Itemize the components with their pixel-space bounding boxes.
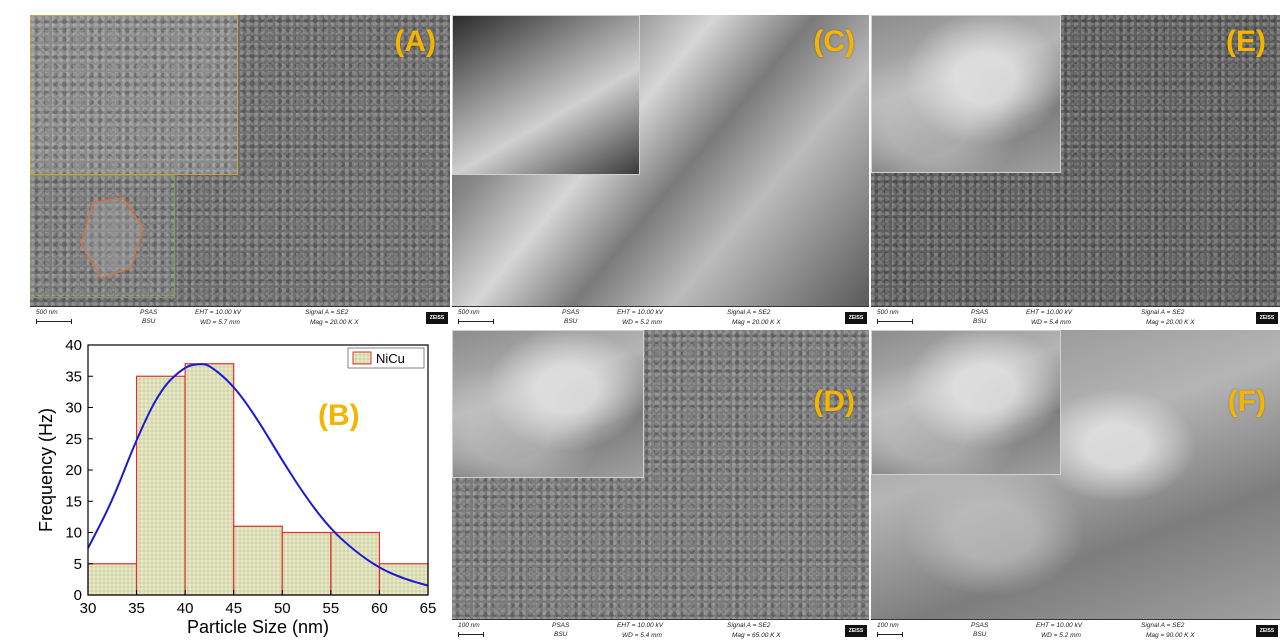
histogram-bar	[87, 563, 138, 596]
x-tick-label: 40	[177, 600, 194, 617]
sem-panel-f: (F) 100 nm PSAS BSU EHT = 10.00 kV WD = …	[871, 330, 1280, 641]
y-axis-label: Frequency (Hz)	[36, 408, 56, 532]
panel-letter-c: (C)	[813, 25, 855, 58]
y-tick-label: 35	[65, 368, 82, 385]
scale-bar	[458, 632, 484, 637]
wd-label: WD = 5.2 mm	[622, 319, 662, 326]
x-tick-label: 55	[323, 600, 340, 617]
signal-label: Signal A = SE2	[727, 309, 771, 316]
scale-label: 500 nm	[36, 309, 58, 316]
y-tick-label: 15	[65, 493, 82, 510]
signal-label: Signal A = SE2	[305, 309, 349, 316]
mag-label: Mag = 90.00 K X	[1146, 632, 1195, 639]
inset-c	[452, 15, 640, 175]
zeiss-logo-icon: ZEISS	[845, 625, 867, 637]
scale-bar	[877, 632, 903, 637]
zeiss-logo-icon: ZEISS	[426, 312, 448, 324]
legend-label: NiCu	[376, 351, 405, 366]
histogram-bar	[184, 363, 235, 596]
zeiss-logo-icon: ZEISS	[1256, 625, 1278, 637]
sem-panel-d: (D) 100 nm PSAS BSU EHT = 10.00 kV WD = …	[452, 330, 869, 641]
signal-label: Signal A = SE2	[1141, 622, 1185, 629]
org1-label: PSAS	[971, 622, 989, 629]
org1-label: PSAS	[971, 309, 989, 316]
y-tick-label: 40	[65, 337, 82, 354]
y-tick-label: 20	[65, 462, 82, 479]
x-tick-label: 65	[420, 600, 437, 617]
x-tick-label: 30	[80, 600, 97, 617]
scale-bar	[36, 319, 72, 324]
signal-label: Signal A = SE2	[1141, 309, 1185, 316]
org1-label: PSAS	[140, 309, 158, 316]
mag-label: Mag = 20.00 K X	[732, 319, 781, 326]
inset-f	[871, 330, 1061, 475]
inset-a-top	[30, 15, 238, 175]
wd-label: WD = 5.4 mm	[1031, 319, 1071, 326]
x-tick-label: 35	[128, 600, 145, 617]
histogram-bar	[378, 563, 429, 596]
org2-label: BSU	[564, 318, 578, 325]
wd-label: WD = 5.2 mm	[1041, 632, 1081, 639]
legend-swatch	[352, 351, 372, 365]
histogram-bar	[330, 531, 381, 596]
zeiss-logo-icon: ZEISS	[845, 312, 867, 324]
x-tick-label: 45	[225, 600, 242, 617]
x-axis-label: Particle Size (nm)	[187, 617, 329, 637]
scale-label: 100 nm	[877, 622, 899, 629]
inset-a-hexagon	[30, 175, 175, 298]
mag-label: Mag = 20.00 K X	[310, 319, 359, 326]
sem-panel-e: (E) 500 nm PSAS BSU EHT = 10.00 kV WD = …	[871, 15, 1280, 328]
org2-label: BSU	[142, 318, 156, 325]
org2-label: BSU	[973, 318, 987, 325]
hexagon-outline-icon	[80, 197, 144, 279]
y-tick-label: 5	[74, 556, 82, 573]
scale-bar	[458, 319, 494, 324]
sem-databar-a: 500 nm PSAS BSU EHT = 10.00 kV WD = 5.7 …	[30, 306, 450, 328]
inset-d	[452, 330, 644, 478]
org2-label: BSU	[554, 631, 568, 638]
signal-label: Signal A = SE2	[727, 622, 771, 629]
mag-label: Mag = 65.00 K X	[732, 632, 781, 639]
org1-label: PSAS	[552, 622, 570, 629]
y-tick-label: 10	[65, 525, 82, 542]
panel-letter-b: (B)	[318, 399, 360, 432]
sem-databar-d: 100 nm PSAS BSU EHT = 10.00 kV WD = 5.4 …	[452, 619, 869, 641]
y-tick-label: 30	[65, 400, 82, 417]
panel-letter-d: (D)	[813, 385, 855, 418]
eht-label: EHT = 10.00 kV	[1036, 622, 1083, 629]
scale-label: 500 nm	[458, 309, 480, 316]
panel-letter-e: (E)	[1226, 25, 1266, 58]
histogram-bar	[233, 525, 283, 596]
eht-label: EHT = 10.00 kV	[1026, 309, 1073, 316]
sem-databar-e: 500 nm PSAS BSU EHT = 10.00 kV WD = 5.4 …	[871, 306, 1280, 328]
x-tick-label: 50	[274, 600, 291, 617]
histogram-panel-b: 30 35 40 45 50 55 60 65 0 5 10 15 20 25 30 35 40 Particle…	[30, 333, 448, 641]
wd-label: WD = 5.7 mm	[200, 319, 240, 326]
inset-e	[871, 15, 1061, 173]
eht-label: EHT = 10.00 kV	[617, 622, 664, 629]
scale-label: 100 nm	[458, 622, 480, 629]
histogram-bar	[281, 531, 332, 596]
scale-label: 500 nm	[877, 309, 899, 316]
panel-letter-a: (A)	[394, 25, 436, 58]
y-tick-label: 25	[65, 431, 82, 448]
panel-letter-f: (F)	[1227, 385, 1266, 418]
scale-bar	[877, 319, 913, 324]
org1-label: PSAS	[562, 309, 580, 316]
sem-panel-c: (C) 500 nm PSAS BSU EHT = 10.00 kV WD = …	[452, 15, 869, 328]
zeiss-logo-icon: ZEISS	[1256, 312, 1278, 324]
eht-label: EHT = 10.00 kV	[617, 309, 664, 316]
sem-databar-c: 500 nm PSAS BSU EHT = 10.00 kV WD = 5.2 …	[452, 306, 869, 328]
histogram-chart: 30 35 40 45 50 55 60 650510152025303540Particle…	[36, 337, 437, 637]
sem-databar-f: 100 nm PSAS BSU EHT = 10.00 kV WD = 5.2 …	[871, 619, 1280, 641]
eht-label: EHT = 10.00 kV	[195, 309, 242, 316]
histogram-bar	[135, 375, 186, 596]
y-tick-label: 0	[74, 587, 82, 604]
x-tick-label: 60	[371, 600, 388, 617]
fit-curve-line	[87, 363, 429, 587]
sem-panel-a: (A) 500 nm PSAS BSU EHT = 10.00 kV WD = …	[30, 15, 450, 328]
org2-label: BSU	[973, 631, 987, 638]
mag-label: Mag = 20.00 K X	[1146, 319, 1195, 326]
wd-label: WD = 5.4 mm	[622, 632, 662, 639]
